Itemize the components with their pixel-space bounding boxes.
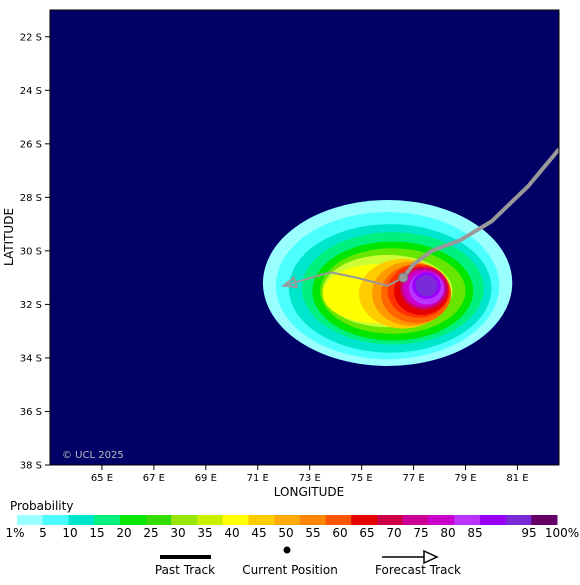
legend-label: 65 xyxy=(359,526,374,540)
forecast-track-key-label: Forecast Track xyxy=(375,563,461,577)
legend-label: 35 xyxy=(197,526,212,540)
map-plot-area: © UCL 2025 xyxy=(49,9,560,466)
legend-label: 75 xyxy=(413,526,428,540)
legend-swatch xyxy=(299,515,327,525)
legend-label: 5 xyxy=(39,526,47,540)
legend-label: 40 xyxy=(224,526,239,540)
legend-swatch xyxy=(505,515,532,525)
forecast-track-arrowhead xyxy=(281,275,299,289)
legend-label: 100% xyxy=(545,526,579,540)
lat-tick-label: 34 S xyxy=(20,353,42,364)
legend-swatch xyxy=(325,515,352,525)
legend-swatch xyxy=(402,515,429,525)
legend-label: 50 xyxy=(278,526,293,540)
lon-tick-label: 75 E xyxy=(351,473,373,484)
legend-swatch xyxy=(94,515,121,525)
forecast-track-line xyxy=(283,271,404,287)
legend-swatch xyxy=(454,515,481,525)
probability-contours xyxy=(262,200,513,366)
lat-tick-label: 22 S xyxy=(20,32,42,43)
lon-tick-label: 77 E xyxy=(402,473,424,484)
y-axis-title: LATITUDE xyxy=(2,208,16,266)
legend-swatch xyxy=(197,515,224,525)
legend-label: 30 xyxy=(170,526,185,540)
copyright-text: © UCL 2025 xyxy=(62,450,124,461)
lon-tick-label: 71 E xyxy=(247,473,269,484)
lon-tick-label: 79 E xyxy=(454,473,476,484)
legend-swatch xyxy=(119,515,147,525)
past-track-line xyxy=(401,147,559,279)
legend-label: 70 xyxy=(386,526,401,540)
legend-swatch xyxy=(145,515,172,525)
lat-tick-label: 32 S xyxy=(20,300,42,311)
lon-tick-label: 69 E xyxy=(195,473,217,484)
lat-tick-label: 30 S xyxy=(20,246,42,257)
legend-label: 60 xyxy=(332,526,347,540)
legend-label: 85 xyxy=(467,526,482,540)
current-position-marker xyxy=(398,272,409,283)
legend-label: 10 xyxy=(62,526,77,540)
legend-label: 15 xyxy=(89,526,104,540)
probability-legend: Probability 1% 5 10 15 20 25 30 35 40 45 50 55 60 65 7… xyxy=(5,499,579,577)
map-axes: 65 E 67 E 69 E 71 E 73 E 75 E 77 E 79 E 81 E 22 S… xyxy=(20,32,529,484)
forecast-track-key-arrowhead xyxy=(423,549,439,565)
legend-swatch xyxy=(428,515,455,525)
storm-tracks xyxy=(281,147,559,289)
legend-swatch xyxy=(274,515,301,525)
legend-swatch xyxy=(479,515,507,525)
lat-tick-label: 38 S xyxy=(20,461,42,472)
legend-swatch xyxy=(351,515,378,525)
legend-label: 80 xyxy=(440,526,455,540)
lon-tick-label: 67 E xyxy=(143,473,165,484)
legend-swatch xyxy=(171,515,198,525)
legend-label: 55 xyxy=(305,526,320,540)
forecast-track-key: Forecast Track xyxy=(375,549,461,577)
past-track-key-label: Past Track xyxy=(155,563,215,577)
map-frame xyxy=(49,9,560,466)
probability-contour-85 xyxy=(415,274,438,297)
legend-swatch xyxy=(222,515,249,525)
lat-tick-label: 26 S xyxy=(20,139,42,150)
lat-tick-label: 24 S xyxy=(20,86,42,97)
past-track-key: Past Track xyxy=(155,555,215,577)
lat-tick-label: 36 S xyxy=(20,407,42,418)
legend-title: Probability xyxy=(10,499,73,513)
lon-tick-label: 81 E xyxy=(506,473,528,484)
current-position-key-label: Current Position xyxy=(242,563,338,577)
legend-label: 1% xyxy=(5,526,24,540)
legend-label: 45 xyxy=(251,526,266,540)
current-position-key-dot xyxy=(283,546,291,554)
legend-swatch xyxy=(377,515,404,525)
legend-label: 95 xyxy=(521,526,536,540)
lon-tick-label: 65 E xyxy=(91,473,113,484)
legend-swatch xyxy=(248,515,275,525)
lat-tick-label: 28 S xyxy=(20,193,42,204)
legend-swatch xyxy=(68,515,95,525)
legend-swatch xyxy=(17,515,44,525)
legend-label: 20 xyxy=(116,526,131,540)
legend-label: 25 xyxy=(143,526,158,540)
legend-color-bar xyxy=(17,515,558,525)
legend-labels: 1% 5 10 15 20 25 30 35 40 45 50 55 60 65 70 75 80 85 95 100… xyxy=(5,526,579,540)
legend-swatch xyxy=(42,515,69,525)
legend-swatch xyxy=(531,515,558,525)
current-position-key: Current Position xyxy=(242,546,338,577)
x-axis-title: LONGITUDE xyxy=(274,485,344,499)
lon-tick-label: 73 E xyxy=(299,473,321,484)
